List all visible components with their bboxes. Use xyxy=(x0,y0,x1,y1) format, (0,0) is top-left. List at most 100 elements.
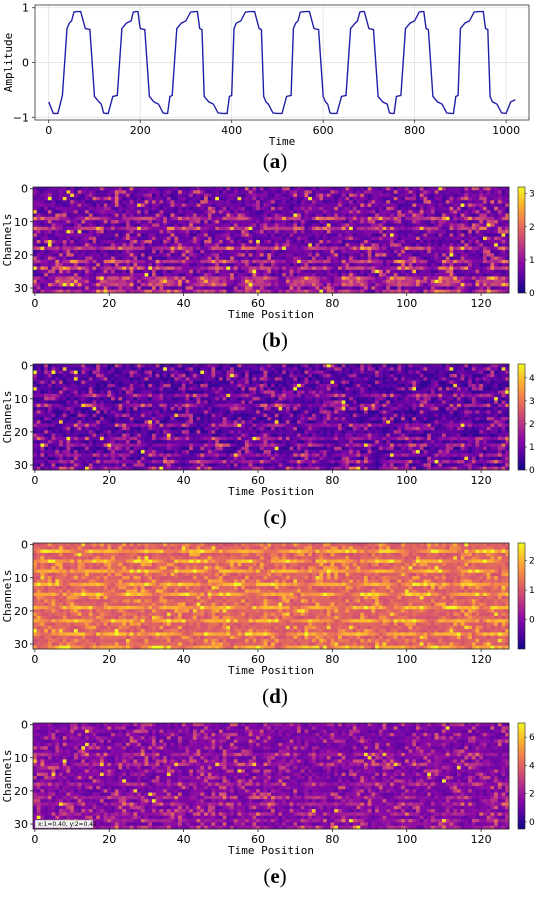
heatmap-cell xyxy=(148,190,153,194)
heatmap-cell xyxy=(274,213,279,218)
heatmap-cell xyxy=(81,286,86,290)
heatmap-cell xyxy=(226,200,231,204)
heatmap-cell xyxy=(334,380,339,385)
heatmap-cell xyxy=(55,253,60,257)
heatmap-cell xyxy=(482,276,487,281)
heatmap-cell xyxy=(445,283,450,287)
heatmap-cell xyxy=(200,216,205,221)
heatmap-cell xyxy=(107,246,112,251)
heatmap-cell xyxy=(133,210,138,214)
heatmap-cell xyxy=(211,266,216,271)
heatmap-cell xyxy=(497,380,502,385)
heatmap-cell xyxy=(501,246,506,251)
heatmap-cell xyxy=(189,213,194,218)
heatmap-cell xyxy=(66,273,71,277)
heatmap-cell xyxy=(285,220,290,224)
heatmap-cell xyxy=(453,230,458,234)
heatmap-cell xyxy=(88,243,93,247)
heatmap-cell xyxy=(360,276,365,281)
heatmap-cell xyxy=(390,210,395,214)
heatmap-cell xyxy=(118,210,123,214)
heatmap-cell xyxy=(92,263,97,267)
heatmap-cell xyxy=(326,380,331,385)
heatmap-cell xyxy=(501,187,506,191)
heatmap-cell xyxy=(215,213,220,218)
heatmap-cell xyxy=(486,196,491,201)
heatmap-cell xyxy=(166,190,171,194)
heatmap-cell xyxy=(471,269,476,274)
heatmap-cell xyxy=(85,377,90,381)
heatmap-cell xyxy=(367,249,372,254)
heatmap-cell xyxy=(85,210,90,214)
heatmap-cell xyxy=(256,216,261,221)
heatmap-cell xyxy=(468,259,473,264)
heatmap-cell xyxy=(334,213,339,218)
heatmap-cell xyxy=(352,373,357,378)
heatmap-cell xyxy=(33,233,38,237)
heatmap-cell xyxy=(207,187,212,191)
heatmap-cell xyxy=(148,249,153,254)
heatmap-cell xyxy=(55,203,60,208)
heatmap-cell xyxy=(140,223,145,228)
heatmap-cell xyxy=(263,377,268,381)
heatmap-cell xyxy=(390,373,395,378)
heatmap-cell xyxy=(371,377,376,381)
heatmap-cell xyxy=(315,364,320,368)
heatmap-cell xyxy=(36,370,41,375)
heatmap-cell xyxy=(464,190,469,194)
heatmap-cell xyxy=(81,263,86,267)
heatmap-cell xyxy=(211,256,216,261)
heatmap-cell xyxy=(393,364,398,368)
heatmap-cell xyxy=(263,240,268,244)
heatmap-cell xyxy=(259,223,264,228)
heatmap-cell xyxy=(434,269,439,274)
heatmap-cell xyxy=(107,383,112,388)
heatmap-cell xyxy=(285,246,290,251)
heatmap-cell xyxy=(501,220,506,224)
heatmap-cell xyxy=(423,286,428,290)
heatmap-cell xyxy=(263,200,268,204)
heatmap-cell xyxy=(62,279,67,284)
heatmap-cell xyxy=(293,289,298,294)
heatmap-cell xyxy=(434,263,439,267)
heatmap-cell xyxy=(497,279,502,284)
heatmap-cell xyxy=(107,263,112,267)
heatmap-cell xyxy=(111,240,116,244)
heatmap-cell xyxy=(252,256,257,261)
heatmap-cell xyxy=(218,289,223,294)
heatmap-cell xyxy=(349,206,354,211)
heatmap-cell xyxy=(125,279,130,284)
heatmap-cell xyxy=(479,210,484,214)
heatmap-cell xyxy=(278,220,283,224)
heatmap-cell xyxy=(319,266,324,271)
heatmap-cell xyxy=(73,279,78,284)
heatmap-cell xyxy=(282,380,287,385)
heatmap-cell xyxy=(501,259,506,264)
heatmap-cell xyxy=(192,193,197,198)
x-tick-label: 400 xyxy=(221,124,242,137)
heatmap-cell xyxy=(475,377,480,381)
heatmap-cell xyxy=(505,273,510,277)
heatmap-cell xyxy=(129,220,134,224)
heatmap-cell xyxy=(360,253,365,257)
heatmap-cell xyxy=(133,377,138,381)
heatmap-cell xyxy=(293,220,298,224)
heatmap-cell xyxy=(51,367,56,371)
heatmap-cell xyxy=(390,263,395,267)
heatmap-cell xyxy=(263,286,268,290)
heatmap-cell xyxy=(475,266,480,271)
heatmap-cell xyxy=(308,220,313,224)
heatmap-cell xyxy=(323,206,328,211)
heatmap-cell xyxy=(192,259,197,264)
heatmap-cell xyxy=(144,266,149,271)
heatmap-cell xyxy=(81,200,86,204)
heatmap-cell xyxy=(85,276,90,281)
heatmap-cell xyxy=(501,273,506,277)
heatmap-cell xyxy=(293,364,298,368)
heatmap-cell xyxy=(170,240,175,244)
heatmap-cell xyxy=(185,276,190,281)
heatmap-cell xyxy=(211,213,216,218)
heatmap-cell xyxy=(252,233,257,237)
heatmap-cell xyxy=(308,286,313,290)
